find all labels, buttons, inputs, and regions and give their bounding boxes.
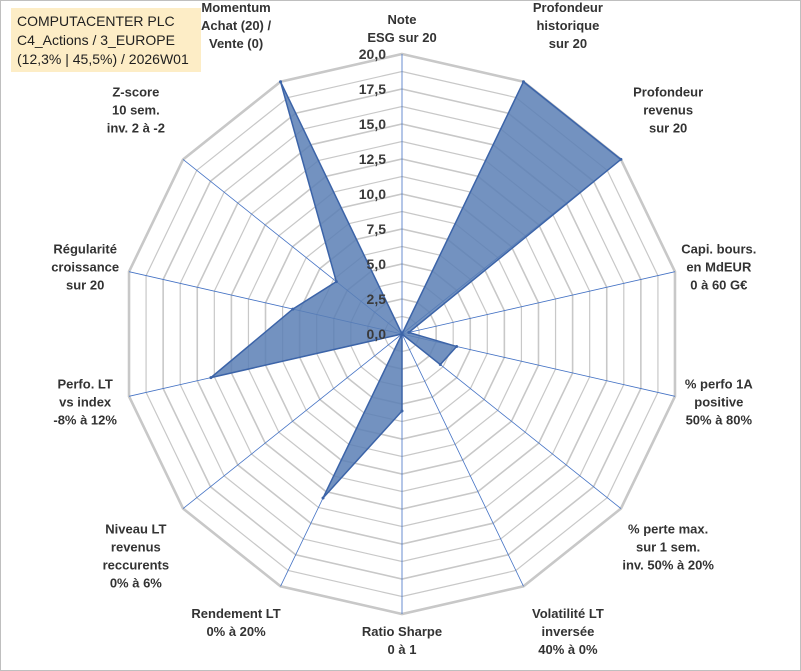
axis-label: % perfo 1A positive 50% à 80% xyxy=(685,377,754,428)
tick-label: 7,5 xyxy=(367,221,387,237)
axis-label: Perfo. LT vs index -8% à 12% xyxy=(53,377,117,428)
axis-label: Z-score 10 sem. inv. 2 à -2 xyxy=(107,84,165,135)
company-name: COMPUTACENTER PLC xyxy=(17,13,175,29)
tick-label: 0,0 xyxy=(367,326,387,342)
axis-label: Volatilité LT inversée 40% à 0% xyxy=(532,606,604,657)
category-line: C4_Actions / 3_EUROPE xyxy=(17,32,175,48)
data-point xyxy=(400,409,404,413)
axis-label: Ratio Sharpe 0 à 1 xyxy=(362,624,442,657)
data-point xyxy=(455,344,459,348)
period-line: (12,3% | 45,5%) / 2026W01 xyxy=(17,51,189,67)
axis-label: Niveau LT revenus reccurents 0% à 6% xyxy=(103,522,169,591)
tick-label: 15,0 xyxy=(359,116,386,132)
data-point xyxy=(407,330,411,334)
tick-label: 10,0 xyxy=(359,186,386,202)
data-point xyxy=(438,363,442,367)
tick-label: 17,5 xyxy=(359,81,386,97)
axis-label: Profondeur revenus sur 20 xyxy=(633,84,703,135)
series-layer xyxy=(209,80,623,500)
tick-label: 20,0 xyxy=(359,46,386,62)
axis-spoke xyxy=(401,271,676,335)
tick-label: 2,5 xyxy=(367,291,387,307)
axis-label: Note ESG sur 20 xyxy=(367,12,436,45)
tick-label: 12,5 xyxy=(359,151,386,167)
axis-spoke xyxy=(182,333,403,509)
data-point xyxy=(291,307,295,311)
data-point xyxy=(209,376,213,380)
data-point xyxy=(279,80,283,84)
data-point xyxy=(334,280,338,284)
data-point xyxy=(321,496,325,500)
axis-labels: Note ESG sur 20 Profondeur historique sur 20… xyxy=(51,0,756,657)
axis-label: Profondeur historique sur 20 xyxy=(533,0,603,51)
axis-label: Régularité croissance sur 20 xyxy=(51,241,119,292)
data-point xyxy=(521,80,525,84)
axis-label: Capi. bours. en MdEUR 0 à 60 G€ xyxy=(681,241,756,292)
tick-labels: 0,0 2,5 5,0 7,5 10,0 12,5 15,0 17,5 20,0 xyxy=(359,46,386,342)
data-point xyxy=(619,157,623,161)
tick-label: 5,0 xyxy=(367,256,387,272)
axis-label: Rendement LT 0% à 20% xyxy=(191,606,280,639)
chart-title-box: COMPUTACENTER PLC C4_Actions / 3_EUROPE … xyxy=(11,8,201,72)
axis-spoke xyxy=(401,333,524,587)
axis-label: % perte max. sur 1 sem. inv. 50% à 20% xyxy=(622,522,714,573)
data-point xyxy=(400,332,404,336)
axis-label: Momentum Achat (20) / Vente (0) xyxy=(201,0,271,51)
